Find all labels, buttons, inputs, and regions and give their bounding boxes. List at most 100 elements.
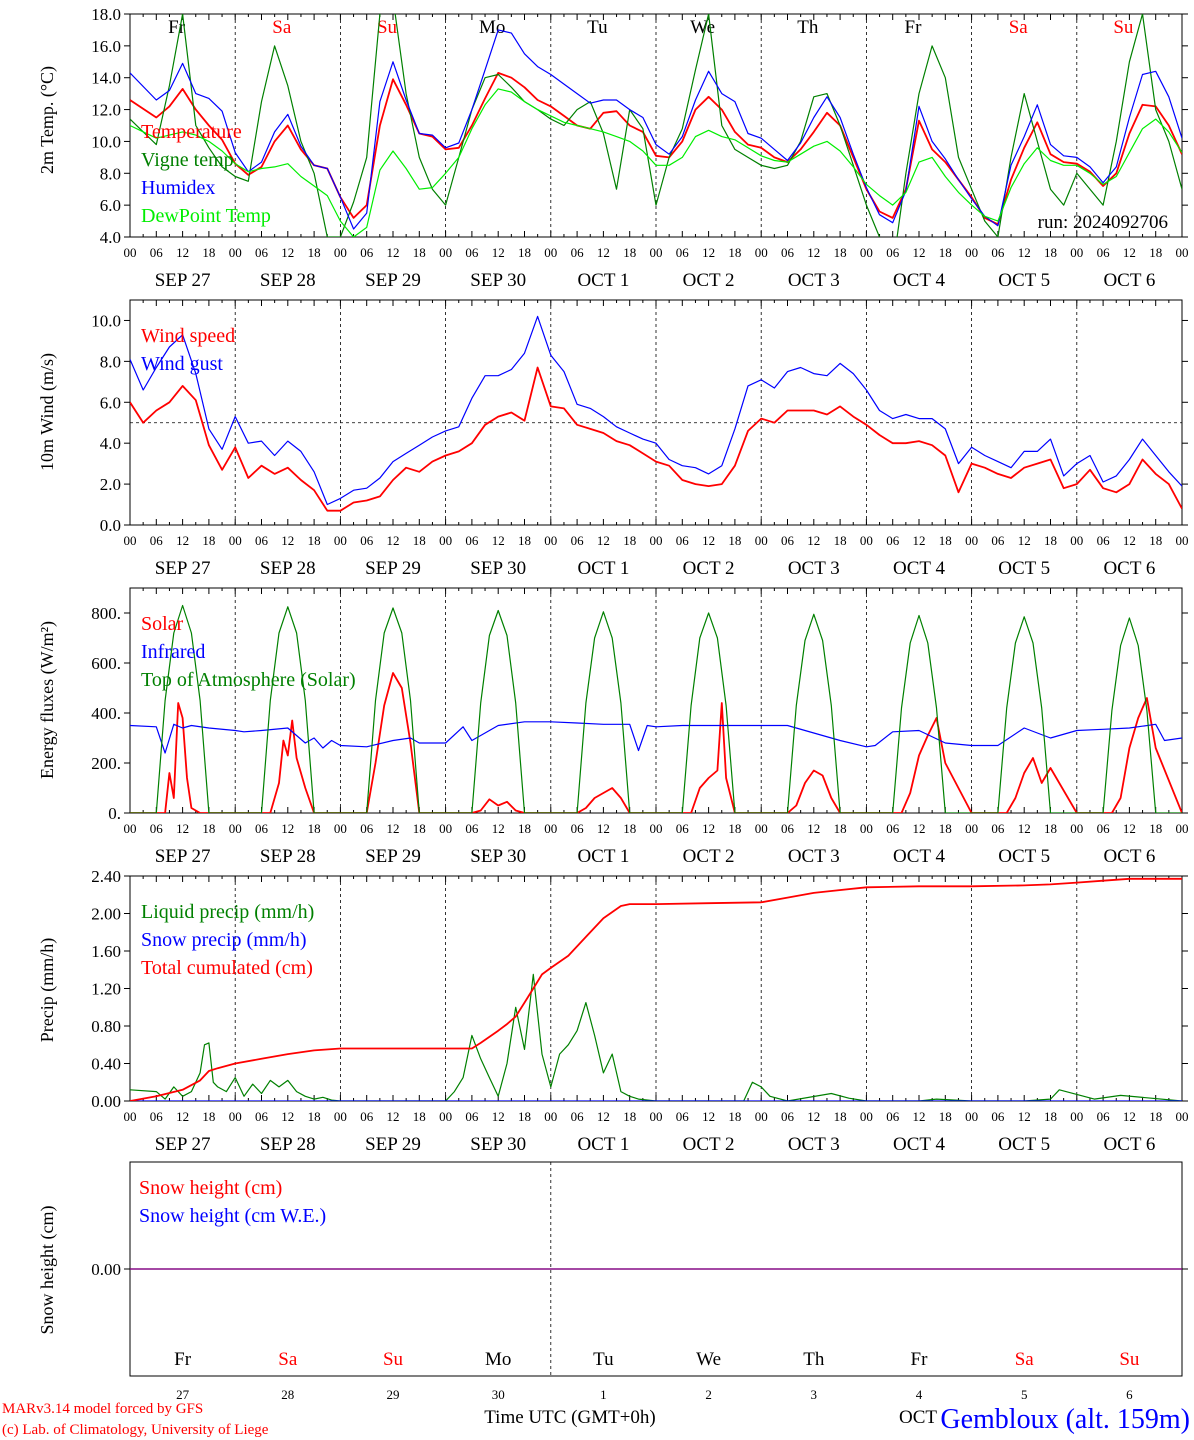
x-date-label: SEP 27: [155, 270, 211, 291]
legend-entry: Liquid precip (mm/h): [141, 901, 314, 923]
y-axis-title: Energy fluxes (W/m²): [37, 621, 58, 779]
x-hour-label: 06: [255, 821, 269, 836]
series-line-0: [130, 672, 1182, 813]
y-tick-label: 16.0: [91, 37, 121, 56]
legend-entry: Snow height (cm): [139, 1177, 282, 1199]
x-date-label: OCT 6: [1103, 1134, 1155, 1155]
x-hour-label: 00: [229, 533, 242, 548]
x-hour-label: 06: [1097, 533, 1111, 548]
y-tick-label: 600.: [91, 654, 121, 673]
x-hour-label: 18: [623, 1109, 636, 1124]
x-hour-label: 18: [202, 1109, 215, 1124]
plot-frame: [129, 299, 1183, 526]
x-hour-label: 12: [281, 533, 294, 548]
x-hour-label: 18: [413, 533, 426, 548]
x-hour-label: 00: [229, 821, 242, 836]
x-hour-label: 00: [965, 533, 978, 548]
x-hour-label: 06: [886, 1109, 900, 1124]
x-hour-label: 12: [702, 821, 715, 836]
panel-2: 0.0 2.0 4.0 6.0 8.0 10.0 10m Wind (m/s) 00 06 12 1…: [37, 299, 1189, 579]
series-line-0: [130, 366, 1182, 512]
x-hour-label: 12: [176, 1109, 189, 1124]
x-date-label: OCT 3: [788, 1134, 840, 1155]
legend-entry: Top of Atmosphere (Solar): [141, 669, 356, 691]
series-group: [130, 315, 1182, 512]
x-hour-label: 12: [492, 533, 505, 548]
series-line-3: [130, 88, 1182, 237]
y-tick-label: 800.: [91, 604, 121, 623]
x-hour-label: 12: [387, 533, 400, 548]
day-of-week-label: We: [690, 17, 715, 38]
x-date-label: OCT 5: [998, 846, 1050, 867]
x-hour-label: 06: [150, 533, 164, 548]
x-hour-label: 00: [650, 821, 663, 836]
legend-entry: Humidex: [141, 177, 215, 199]
x-date-label: SEP 30: [470, 270, 526, 291]
day-of-week-label: Sa: [278, 1349, 298, 1370]
x-hour-label: 06: [676, 1109, 690, 1124]
x-hour-label: 12: [913, 533, 926, 548]
x-date-label: OCT 6: [1103, 270, 1155, 291]
x-hour-label: 06: [781, 245, 795, 260]
y-tick-label: 6.0: [100, 196, 121, 215]
x-hour-label: 06: [571, 821, 585, 836]
x-hour-label: 06: [150, 245, 164, 260]
x-hour-label: 12: [176, 245, 189, 260]
x-hour-label: 06: [991, 821, 1005, 836]
x-hour-label: 12: [913, 1109, 926, 1124]
x-hour-label: 12: [702, 1109, 715, 1124]
series-group: [130, 604, 1182, 813]
x-hour-label: 00: [1070, 1109, 1083, 1124]
y-tick-label: 0.40: [91, 1055, 121, 1074]
x-hour-label: 18: [1044, 821, 1057, 836]
y-tick-label: 2.40: [91, 867, 121, 886]
x-hour-label: 12: [913, 821, 926, 836]
x-hour-label: 18: [413, 1109, 426, 1124]
day-number-label: 5: [1021, 1387, 1028, 1402]
x-hour-label: 18: [939, 245, 952, 260]
x-hour-label: 06: [360, 1109, 374, 1124]
x-date-label: SEP 28: [260, 558, 316, 579]
x-hour-label: 12: [913, 245, 926, 260]
x-date-label: SEP 30: [470, 558, 526, 579]
x-hour-label: 12: [176, 533, 189, 548]
x-hour-label: 00: [965, 821, 978, 836]
x-hour-label: 00: [1176, 533, 1189, 548]
x-hour-label: 18: [308, 821, 321, 836]
x-hour-label: 06: [255, 245, 269, 260]
y-tick-label: 8.0: [100, 352, 121, 371]
x-hour-label: 00: [755, 533, 768, 548]
x-hour-label: 12: [1123, 821, 1136, 836]
x-hour-label: 12: [1123, 1109, 1136, 1124]
x-hour-label: 12: [1123, 245, 1136, 260]
day-of-week-label: Th: [803, 1349, 825, 1370]
x-date-label: OCT 6: [1103, 558, 1155, 579]
day-number-label: 28: [281, 1387, 294, 1402]
series-line-1: [130, 14, 1182, 237]
legend-entry: Infrared: [141, 641, 205, 663]
x-hour-label: 12: [807, 533, 820, 548]
y-tick-label: 0.00: [91, 1260, 121, 1279]
x-hour-label: 12: [807, 821, 820, 836]
legend-entry: Vigne temp: [141, 149, 234, 171]
x-hour-label: 00: [1176, 1109, 1189, 1124]
x-hour-label: 00: [124, 821, 137, 836]
x-hour-label: 00: [334, 1109, 347, 1124]
x-hour-label: 12: [702, 245, 715, 260]
x-date-label: SEP 28: [260, 270, 316, 291]
x-hour-label: 00: [1176, 821, 1189, 836]
day-number-label: 30: [492, 1387, 505, 1402]
panel-3: 0. 200. 400. 600. 800. Energy fluxes (W/m²) 00…: [37, 587, 1189, 867]
x-date-label: OCT 3: [788, 846, 840, 867]
x-hour-label: 18: [202, 533, 215, 548]
x-hour-label: 00: [860, 821, 873, 836]
x-date-label: OCT 1: [577, 1134, 629, 1155]
x-hour-label: 18: [834, 821, 847, 836]
x-date-label: OCT 5: [998, 270, 1050, 291]
x-hour-label: 06: [781, 533, 795, 548]
x-date-label: OCT 3: [788, 270, 840, 291]
x-date-label: OCT 2: [683, 846, 735, 867]
day-of-week-label: Su: [383, 1349, 404, 1370]
x-hour-label: 18: [728, 245, 741, 260]
x-hour-label: 12: [702, 533, 715, 548]
